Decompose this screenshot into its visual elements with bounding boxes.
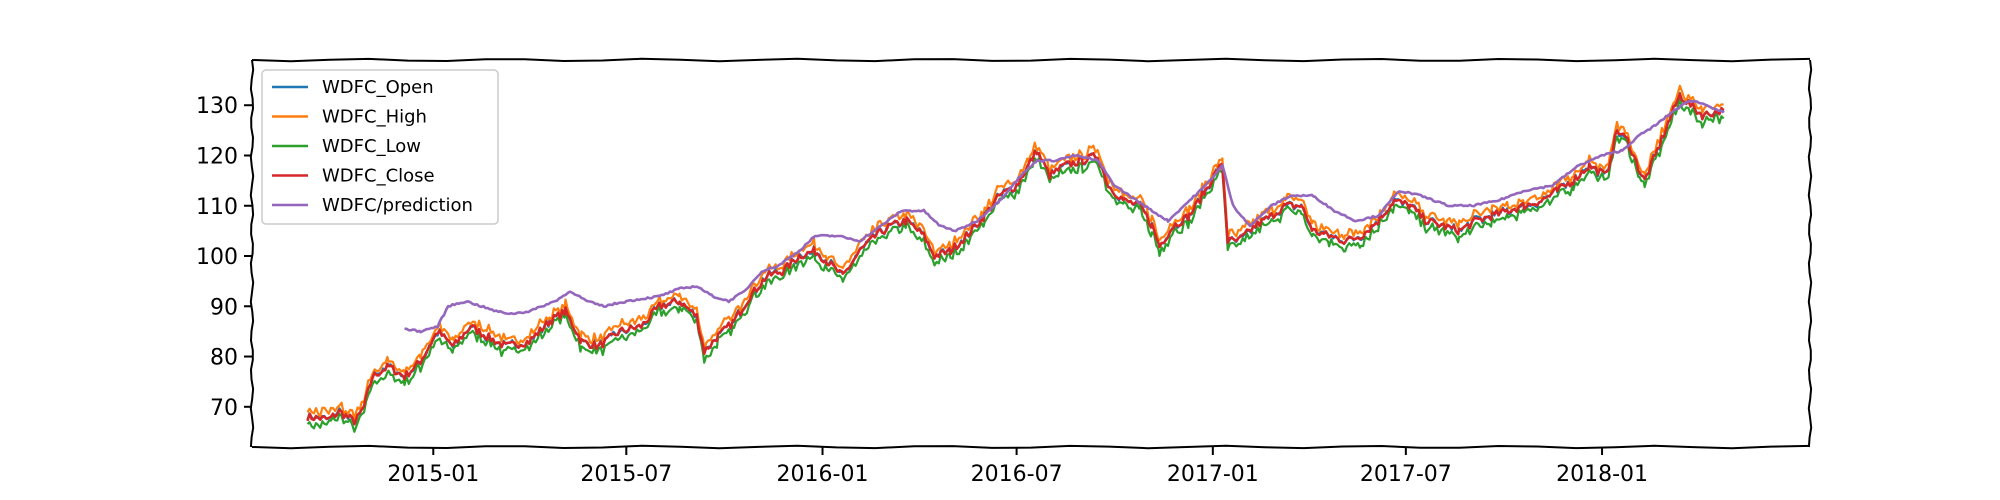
- series-line-wdfc-low: [306, 97, 1725, 433]
- x-tick-label: 2016-01: [777, 462, 869, 487]
- x-tick-label: 2016-07: [971, 462, 1063, 487]
- y-tick-label: 130: [196, 94, 238, 119]
- legend-label: WDFC_Close: [322, 166, 435, 187]
- axis-frame-top: [251, 57, 1811, 63]
- axis-frame-left: [249, 59, 255, 448]
- x-tick-label: 2017-07: [1360, 462, 1452, 487]
- y-tick-label: 100: [196, 245, 238, 270]
- y-tick-label: 70: [210, 396, 238, 421]
- legend-box: [261, 69, 499, 225]
- series-line-wdfc-close: [306, 92, 1725, 426]
- legend: WDFC_Open WDFC_High WDFC_Low WDFC_Close WDFC…: [261, 69, 499, 225]
- x-tick-label: 2018-01: [1556, 462, 1648, 487]
- y-tick-label: 110: [196, 195, 238, 220]
- legend-label: WDFC_Low: [322, 136, 421, 157]
- y-tick-label: 120: [196, 144, 238, 169]
- legend-label: WDFC/prediction: [322, 195, 473, 216]
- x-tick-label: 2015-01: [387, 462, 479, 487]
- axis-frame-bottom: [251, 444, 1811, 450]
- y-tick-label: 90: [210, 295, 238, 320]
- series-line-wdfc-open: [306, 91, 1725, 425]
- series-layer: [306, 84, 1725, 433]
- y-tick-label: 80: [210, 346, 238, 371]
- series-line-wdfc-prediction: [404, 99, 1725, 334]
- axes-frame: [249, 57, 1813, 450]
- legend-label: WDFC_High: [322, 107, 427, 128]
- series-line-wdfc-high: [306, 84, 1724, 421]
- x-tick-label: 2015-07: [580, 462, 672, 487]
- tick-labels: 70 80 90 100 110 120 130 2015-01 2015-07 2016-01 2…: [196, 94, 1648, 487]
- axis-frame-right: [1807, 59, 1813, 448]
- legend-label: WDFC_Open: [322, 77, 434, 98]
- x-tick-label: 2017-01: [1167, 462, 1259, 487]
